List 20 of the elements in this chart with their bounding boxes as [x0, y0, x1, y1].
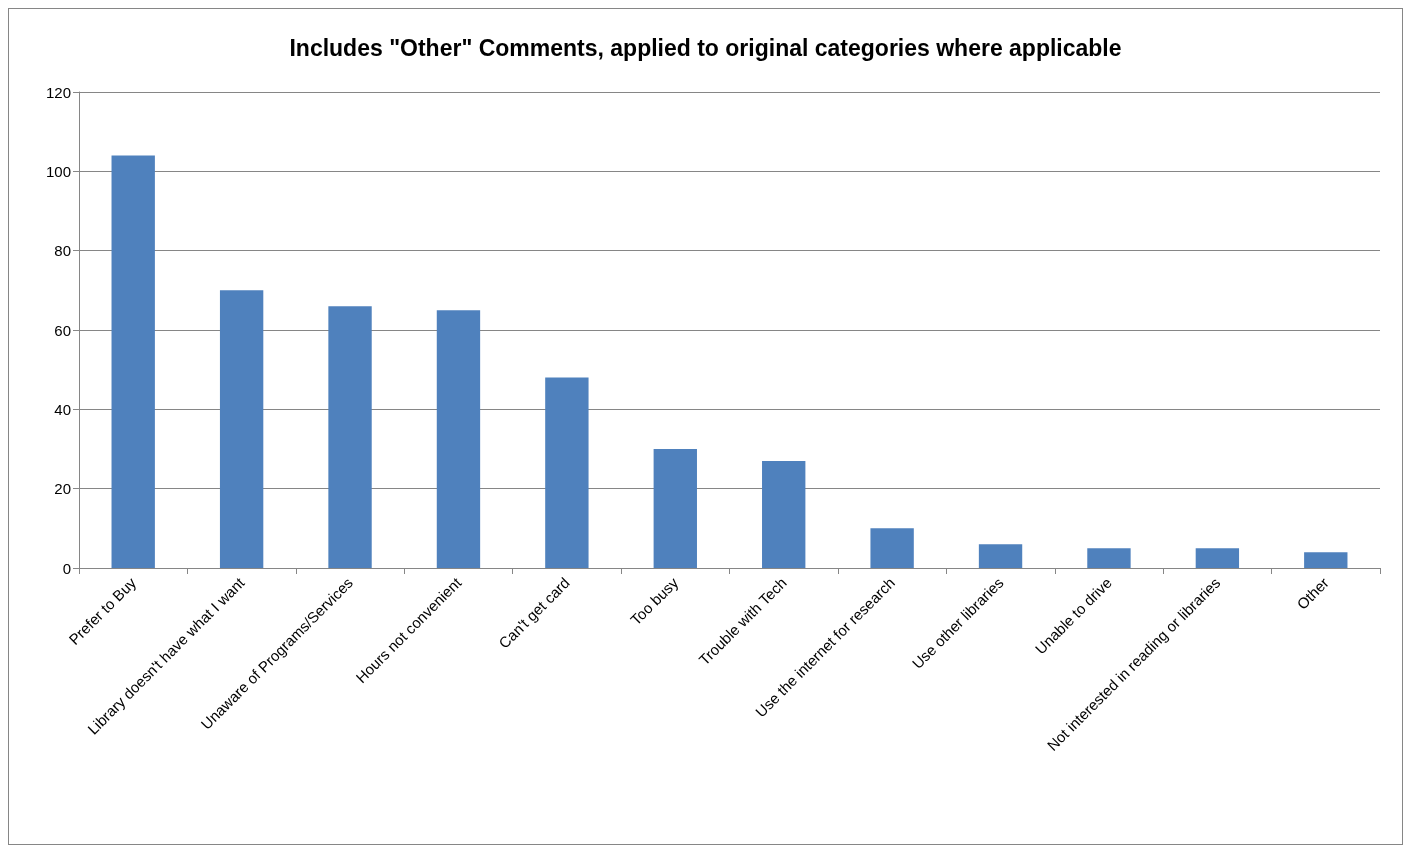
bar [111, 155, 155, 568]
y-tick-label: 60 [54, 321, 71, 339]
bar [978, 544, 1023, 568]
bar [545, 377, 589, 568]
bar [1195, 548, 1240, 568]
bar [1087, 548, 1131, 568]
bar [219, 290, 264, 568]
bar [436, 310, 481, 568]
y-tick-label: 120 [45, 83, 71, 101]
y-tick-label: 20 [54, 480, 71, 498]
bar [328, 306, 372, 568]
y-tick-label: 80 [54, 242, 71, 260]
y-tick-label: 100 [45, 162, 71, 180]
bar [762, 460, 806, 568]
bar [1304, 552, 1348, 568]
chart-title: Includes "Other" Comments, applied to original categories where applicable [289, 34, 1122, 61]
bar [870, 528, 914, 568]
y-tick-label: 40 [54, 400, 71, 418]
y-tick-label: 0 [62, 559, 71, 577]
bar [653, 449, 697, 568]
